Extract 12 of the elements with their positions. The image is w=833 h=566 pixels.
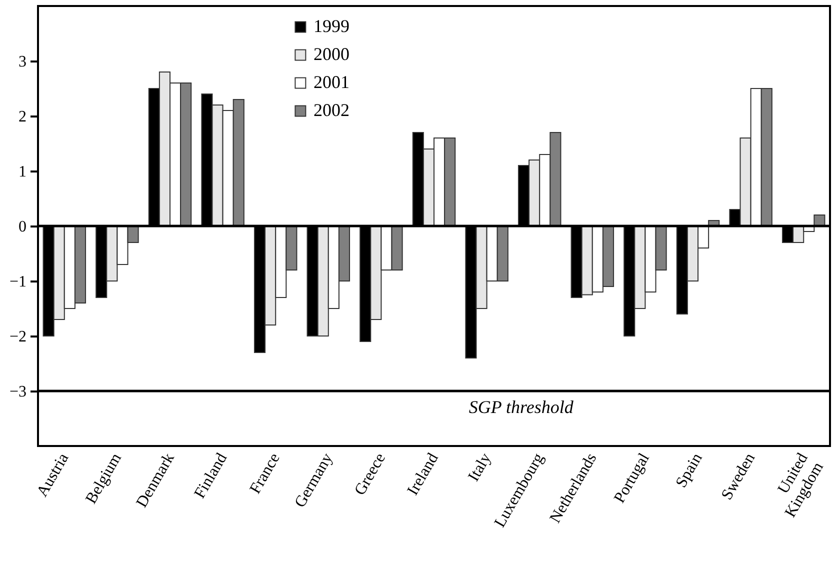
legend-label: 2001 [313, 72, 350, 92]
legend-label: 2000 [313, 44, 350, 64]
legend-label: 2002 [313, 100, 350, 120]
y-tick-label: 3 [18, 54, 26, 70]
y-tick-label: 0 [18, 218, 26, 236]
legend-label: 1999 [313, 16, 350, 36]
y-tick-label: −1 [9, 274, 26, 290]
y-tick-label: 2 [18, 108, 26, 126]
y-tick-label: 1 [18, 164, 26, 180]
y-tick-label: −2 [9, 328, 26, 346]
y-tick-label: −3 [9, 384, 26, 400]
ref-line-label: SGP threshold [468, 397, 574, 417]
